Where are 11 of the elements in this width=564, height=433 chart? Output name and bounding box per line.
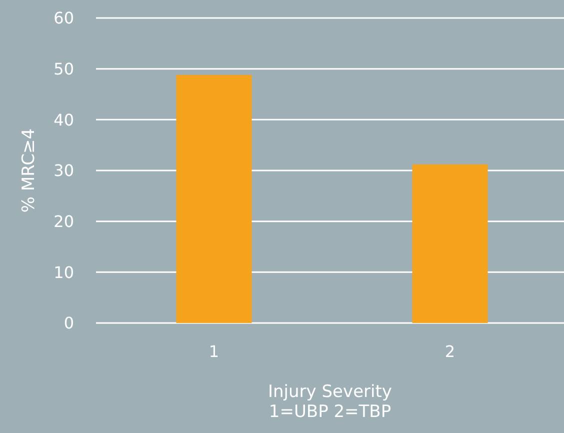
y-tick-label: 20 [54, 212, 74, 231]
y-tick-label: 40 [54, 110, 74, 130]
x-tick-label: 1 [208, 342, 220, 361]
y-tick-label: 30 [54, 161, 74, 180]
x-tick-label: 2 [444, 342, 456, 361]
x-axis-title: Injury Severity 1=UBP 2=TBP [268, 382, 392, 422]
y-axis-title: % MRC≥4 [19, 128, 39, 213]
y-tick-label: 50 [54, 59, 74, 78]
y-tick-label: 60 [54, 8, 74, 28]
y-tick-label: 10 [54, 262, 74, 282]
y-tick-label: 0 [64, 314, 74, 333]
